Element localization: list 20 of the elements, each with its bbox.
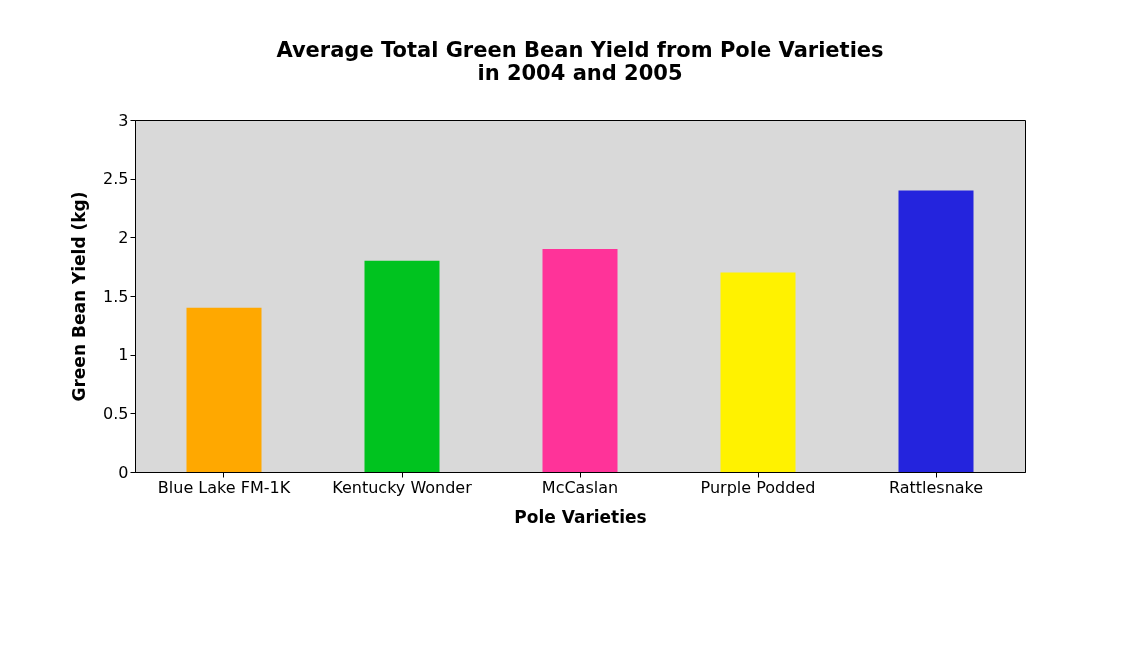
bar	[364, 260, 440, 472]
x-axis-title: Pole Varieties	[514, 506, 647, 527]
y-tick-label: 0.5	[103, 403, 129, 423]
x-tick-label: McCaslan	[541, 477, 619, 497]
y-tick-label: 0	[118, 462, 129, 482]
y-tick-label: 2.5	[103, 169, 129, 189]
bar	[898, 190, 974, 472]
y-tick-label: 2	[118, 227, 129, 247]
bar	[720, 272, 796, 472]
y-tick-label: 1	[118, 345, 129, 365]
x-tick-label: Purple Podded	[700, 477, 816, 497]
x-tick-label: Blue Lake FM-1K	[157, 477, 291, 497]
y-tick-label: 3	[118, 110, 129, 130]
chart-title: Average Total Green Bean Yield from Pole Varieties in 2004 and 2005	[276, 38, 884, 85]
bar	[542, 249, 618, 472]
x-tick-label: Kentucky Wonder	[332, 477, 473, 497]
x-tick-label: Rattlesnake	[888, 477, 984, 497]
bar	[186, 307, 262, 472]
y-tick-label: 1.5	[103, 286, 129, 306]
y-axis-title: Green Bean Yield (kg)	[69, 191, 90, 402]
